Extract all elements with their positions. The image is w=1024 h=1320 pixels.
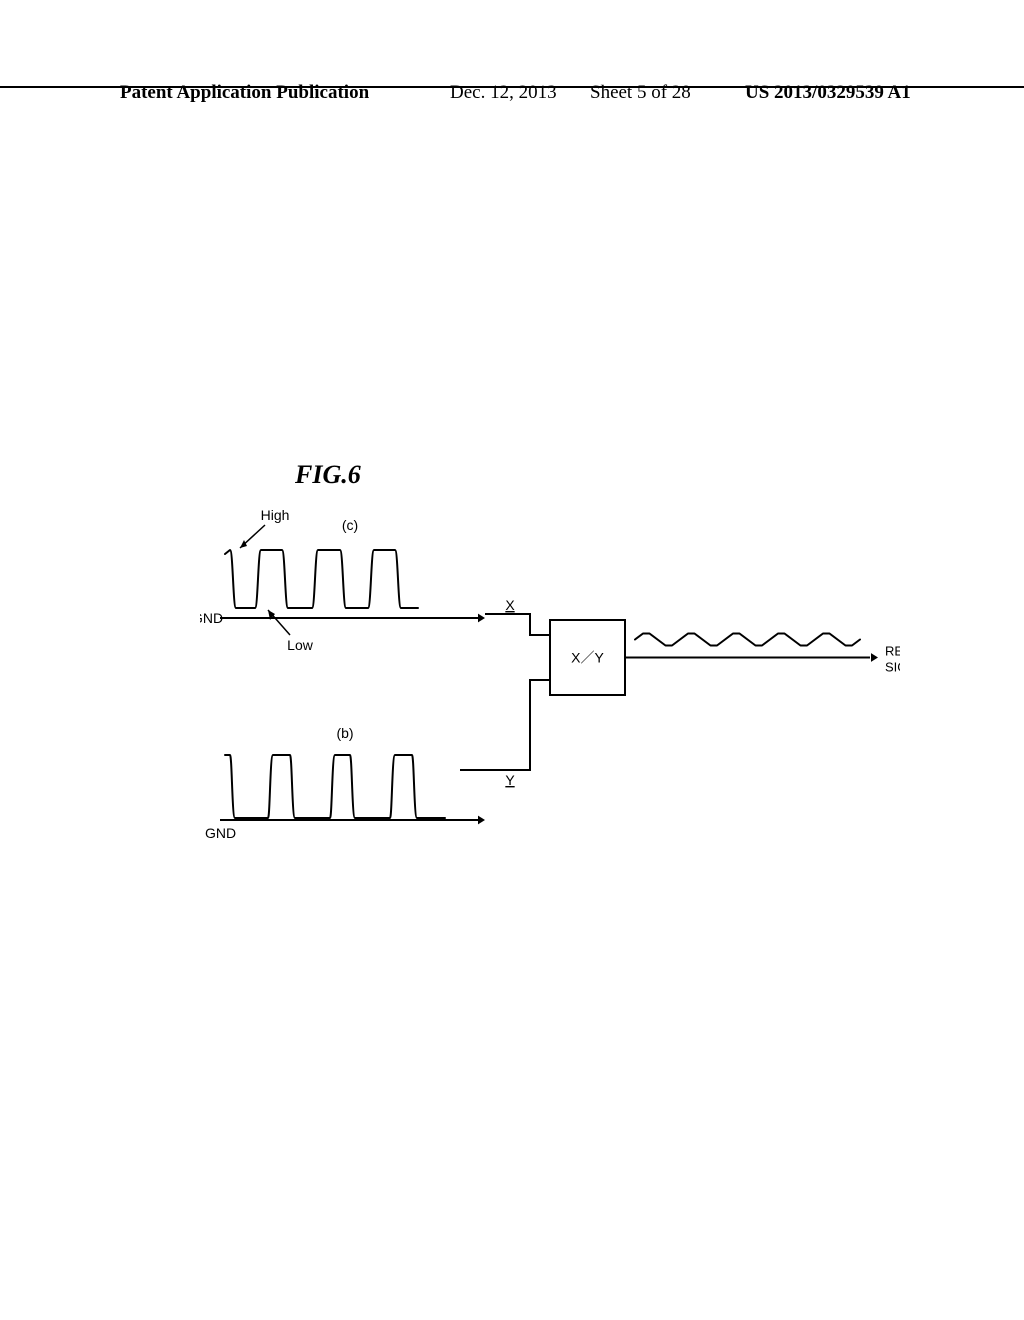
svg-text:READ: READ	[885, 644, 900, 659]
svg-text:X／Y: X／Y	[571, 650, 604, 666]
svg-text:(b): (b)	[336, 725, 353, 741]
svg-text:High: High	[261, 507, 290, 523]
svg-text:GND: GND	[200, 610, 223, 626]
svg-text:Y: Y	[505, 772, 515, 788]
header-date: Dec. 12, 2013	[450, 82, 557, 104]
svg-text:SIGNAL: SIGNAL	[885, 660, 900, 675]
svg-text:X: X	[505, 597, 515, 613]
header-publication: Patent Application Publication	[120, 82, 369, 104]
figure-diagram: High Low (c) GND X (b) GND Y X／Y READSIGNAL	[200, 490, 900, 890]
header-pubno: US 2013/0329539 A1	[745, 82, 911, 104]
svg-text:Low: Low	[287, 637, 314, 653]
figure-label: FIG.6	[295, 460, 361, 490]
header-sheet: Sheet 5 of 28	[590, 82, 691, 104]
svg-text:(c): (c)	[342, 517, 358, 533]
page-header: Patent Application Publication Dec. 12, …	[0, 82, 1024, 88]
svg-text:GND: GND	[205, 825, 236, 841]
